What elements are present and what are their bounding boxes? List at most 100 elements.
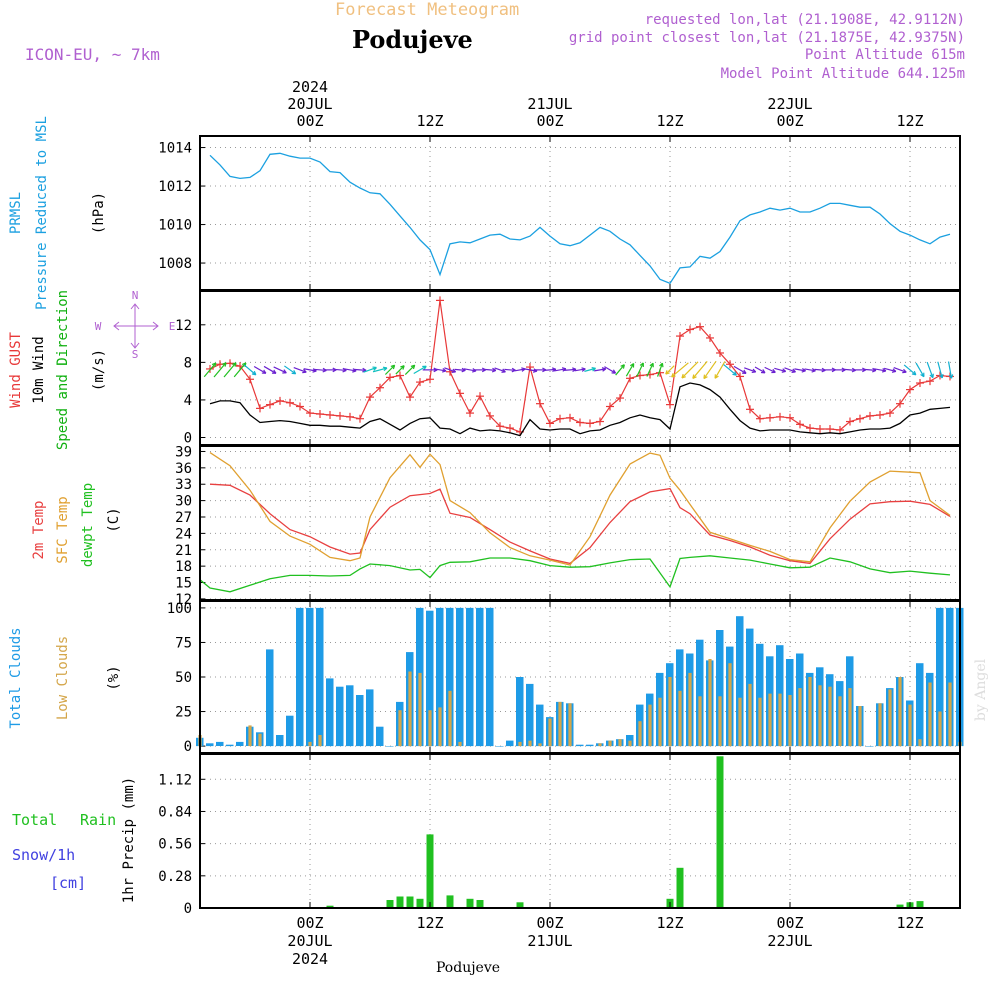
- gust-point: [606, 402, 614, 411]
- gust-point: [206, 364, 214, 373]
- gust-point: [546, 419, 554, 428]
- low-cloud-bar: [408, 671, 412, 747]
- temp-ytick-label: 33: [175, 477, 192, 493]
- gust-point: [886, 409, 894, 418]
- wind-direction-arrow: [494, 367, 506, 373]
- wind-direction-arrow: [947, 361, 954, 379]
- gust-point: [556, 414, 564, 423]
- time-axis-bottom-label: 00Z: [296, 914, 323, 932]
- wind-direction-arrow: [903, 364, 917, 376]
- wind-direction-arrow: [937, 361, 944, 379]
- time-axis-bottom-label: 00Z: [536, 914, 563, 932]
- requested-coordinates: requested lon,lat (21.1908E, 42.9112N): [645, 12, 965, 28]
- gust-point: [796, 420, 804, 429]
- total-cloud-bar: [696, 639, 704, 747]
- total-cloud-bar: [236, 741, 244, 746]
- gust-point: [356, 414, 364, 423]
- low-cloud-bar: [568, 703, 572, 747]
- low-cloud-bar: [888, 689, 892, 747]
- low-cloud-bar: [428, 710, 432, 747]
- time-axis-bottom-label: 12Z: [656, 914, 683, 932]
- low-cloud-bar: [558, 701, 562, 747]
- wind-direction-arrow: [744, 367, 757, 374]
- wind-direction-arrow: [657, 362, 664, 377]
- total-cloud-bar: [426, 610, 434, 747]
- precip-bar: [476, 900, 484, 908]
- time-axis-bottom-label: 20JUL: [287, 932, 332, 950]
- total-cloud-bar: [216, 741, 224, 746]
- pressure-panel: 1008 1010 1012 1014 PRMSL Pressure Reduced to…: [8, 116, 961, 310]
- low-cloud-bar: [668, 677, 672, 747]
- wind-unit-label: (m/s): [91, 349, 107, 391]
- gust-point: [926, 377, 934, 386]
- compass-e: E: [169, 320, 176, 333]
- wind-direction-arrow: [372, 366, 388, 373]
- total-cloud-bar: [476, 607, 484, 747]
- cloud-ytick-label: 75: [175, 635, 192, 651]
- wind-direction-arrow: [243, 364, 257, 376]
- wind-label-direction: Speed and Direction: [55, 290, 71, 450]
- total-cloud-bar: [716, 630, 724, 747]
- gust-point: [426, 375, 434, 384]
- time-axis-top-label: 21JUL: [527, 95, 572, 113]
- time-axis-top-label: 12Z: [656, 112, 683, 130]
- time-axis-top-label: 00Z: [536, 112, 563, 130]
- gust-point: [466, 409, 474, 418]
- wind-label-gust: Wind GUST: [8, 332, 24, 408]
- precip-ytick-label: 0.28: [158, 869, 192, 885]
- wind-direction-arrow: [353, 367, 367, 373]
- wind-direction-arrow: [253, 365, 267, 374]
- low-cloud-bar: [918, 739, 922, 747]
- precip-label-snow: Snow/1h: [12, 846, 75, 864]
- precip-label-rain: Rain: [80, 811, 116, 829]
- gust-point: [476, 392, 484, 401]
- time-axis-bottom-label: 22JUL: [767, 932, 812, 950]
- gust-point: [916, 379, 924, 388]
- wind-direction-arrow: [754, 366, 766, 374]
- low-cloud-bar: [768, 693, 772, 747]
- time-axis-bottom-label: 12Z: [896, 914, 923, 932]
- wind-direction-arrow: [404, 364, 416, 376]
- precip-ytick-label: 1.12: [158, 772, 192, 788]
- precip-bar: [416, 898, 424, 908]
- time-axis-top-label: 12Z: [896, 112, 923, 130]
- gust-point: [226, 359, 234, 368]
- precip-ytick-label: 0: [184, 901, 192, 917]
- temp-ytick-label: 39: [175, 444, 192, 460]
- wind-ytick-label: 12: [175, 318, 192, 334]
- total-cloud-bar: [486, 607, 494, 747]
- temp-unit-label: (C): [106, 507, 122, 532]
- precip-frame: [199, 753, 961, 909]
- temp-2m-line: [209, 483, 951, 565]
- gust-point: [566, 413, 574, 422]
- gust-point: [746, 405, 754, 414]
- low-cloud-bar: [608, 740, 612, 747]
- gust-point: [876, 410, 884, 419]
- gust-point: [576, 418, 584, 427]
- gust-point: [386, 373, 394, 382]
- total-cloud-bar: [516, 677, 524, 747]
- low-cloud-bar: [318, 735, 322, 747]
- low-cloud-bar: [758, 697, 762, 747]
- point-altitude: Point Altitude 615m: [805, 47, 965, 63]
- wind-ytick-label: 4: [184, 393, 192, 409]
- gridpoint-coordinates: grid point closest lon,lat (21.1875E, 42…: [569, 30, 965, 46]
- total-cloud-bar: [356, 695, 364, 747]
- gust-point: [276, 396, 284, 405]
- wind-direction-arrow: [363, 366, 377, 373]
- low-cloud-bar: [828, 686, 832, 747]
- gust-point: [666, 400, 674, 409]
- gust-point: [866, 411, 874, 420]
- wind-direction-arrow: [284, 365, 297, 375]
- gust-point: [616, 394, 624, 403]
- time-axis-top-label: 12Z: [416, 112, 443, 130]
- gust-point: [256, 404, 264, 413]
- pressure-line: [209, 152, 951, 285]
- gust-point: [856, 414, 864, 423]
- low-cloud-bar: [398, 710, 402, 747]
- compass-s: S: [132, 348, 139, 361]
- total-cloud-bar: [326, 678, 334, 747]
- low-cloud-bar: [528, 740, 532, 747]
- total-cloud-bar: [936, 607, 944, 747]
